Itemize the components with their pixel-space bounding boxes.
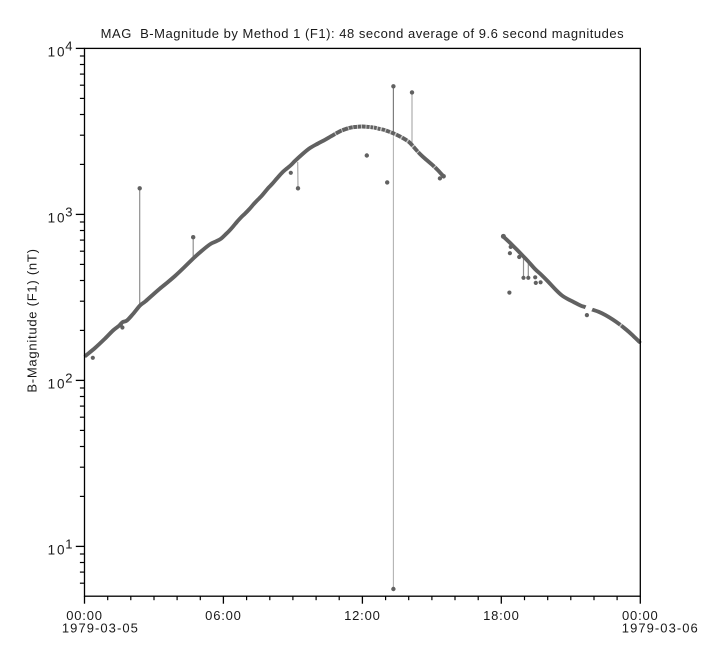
- svg-text:2: 2: [65, 371, 72, 386]
- svg-text:1979-03-06: 1979-03-06: [622, 620, 699, 635]
- svg-text:00:00: 00:00: [66, 608, 103, 623]
- svg-text:4: 4: [65, 39, 72, 54]
- svg-text:10: 10: [48, 211, 67, 226]
- svg-text:06:00: 06:00: [205, 608, 242, 623]
- svg-text:00:00: 00:00: [622, 608, 659, 623]
- svg-text:MAG B-Magnitude by Method 1 (: MAG B-Magnitude by Method 1 (F1): 48 sec…: [101, 26, 624, 41]
- svg-text:10: 10: [48, 543, 67, 558]
- svg-text:3: 3: [65, 205, 72, 220]
- svg-text:10: 10: [48, 377, 67, 392]
- svg-text:12:00: 12:00: [344, 608, 381, 623]
- svg-text:B-Magnitude (F1) (nT): B-Magnitude (F1) (nT): [25, 248, 40, 392]
- svg-text:10: 10: [48, 45, 67, 60]
- svg-text:1979-03-05: 1979-03-05: [62, 620, 139, 635]
- svg-text:1: 1: [65, 537, 72, 552]
- svg-text:18:00: 18:00: [483, 608, 520, 623]
